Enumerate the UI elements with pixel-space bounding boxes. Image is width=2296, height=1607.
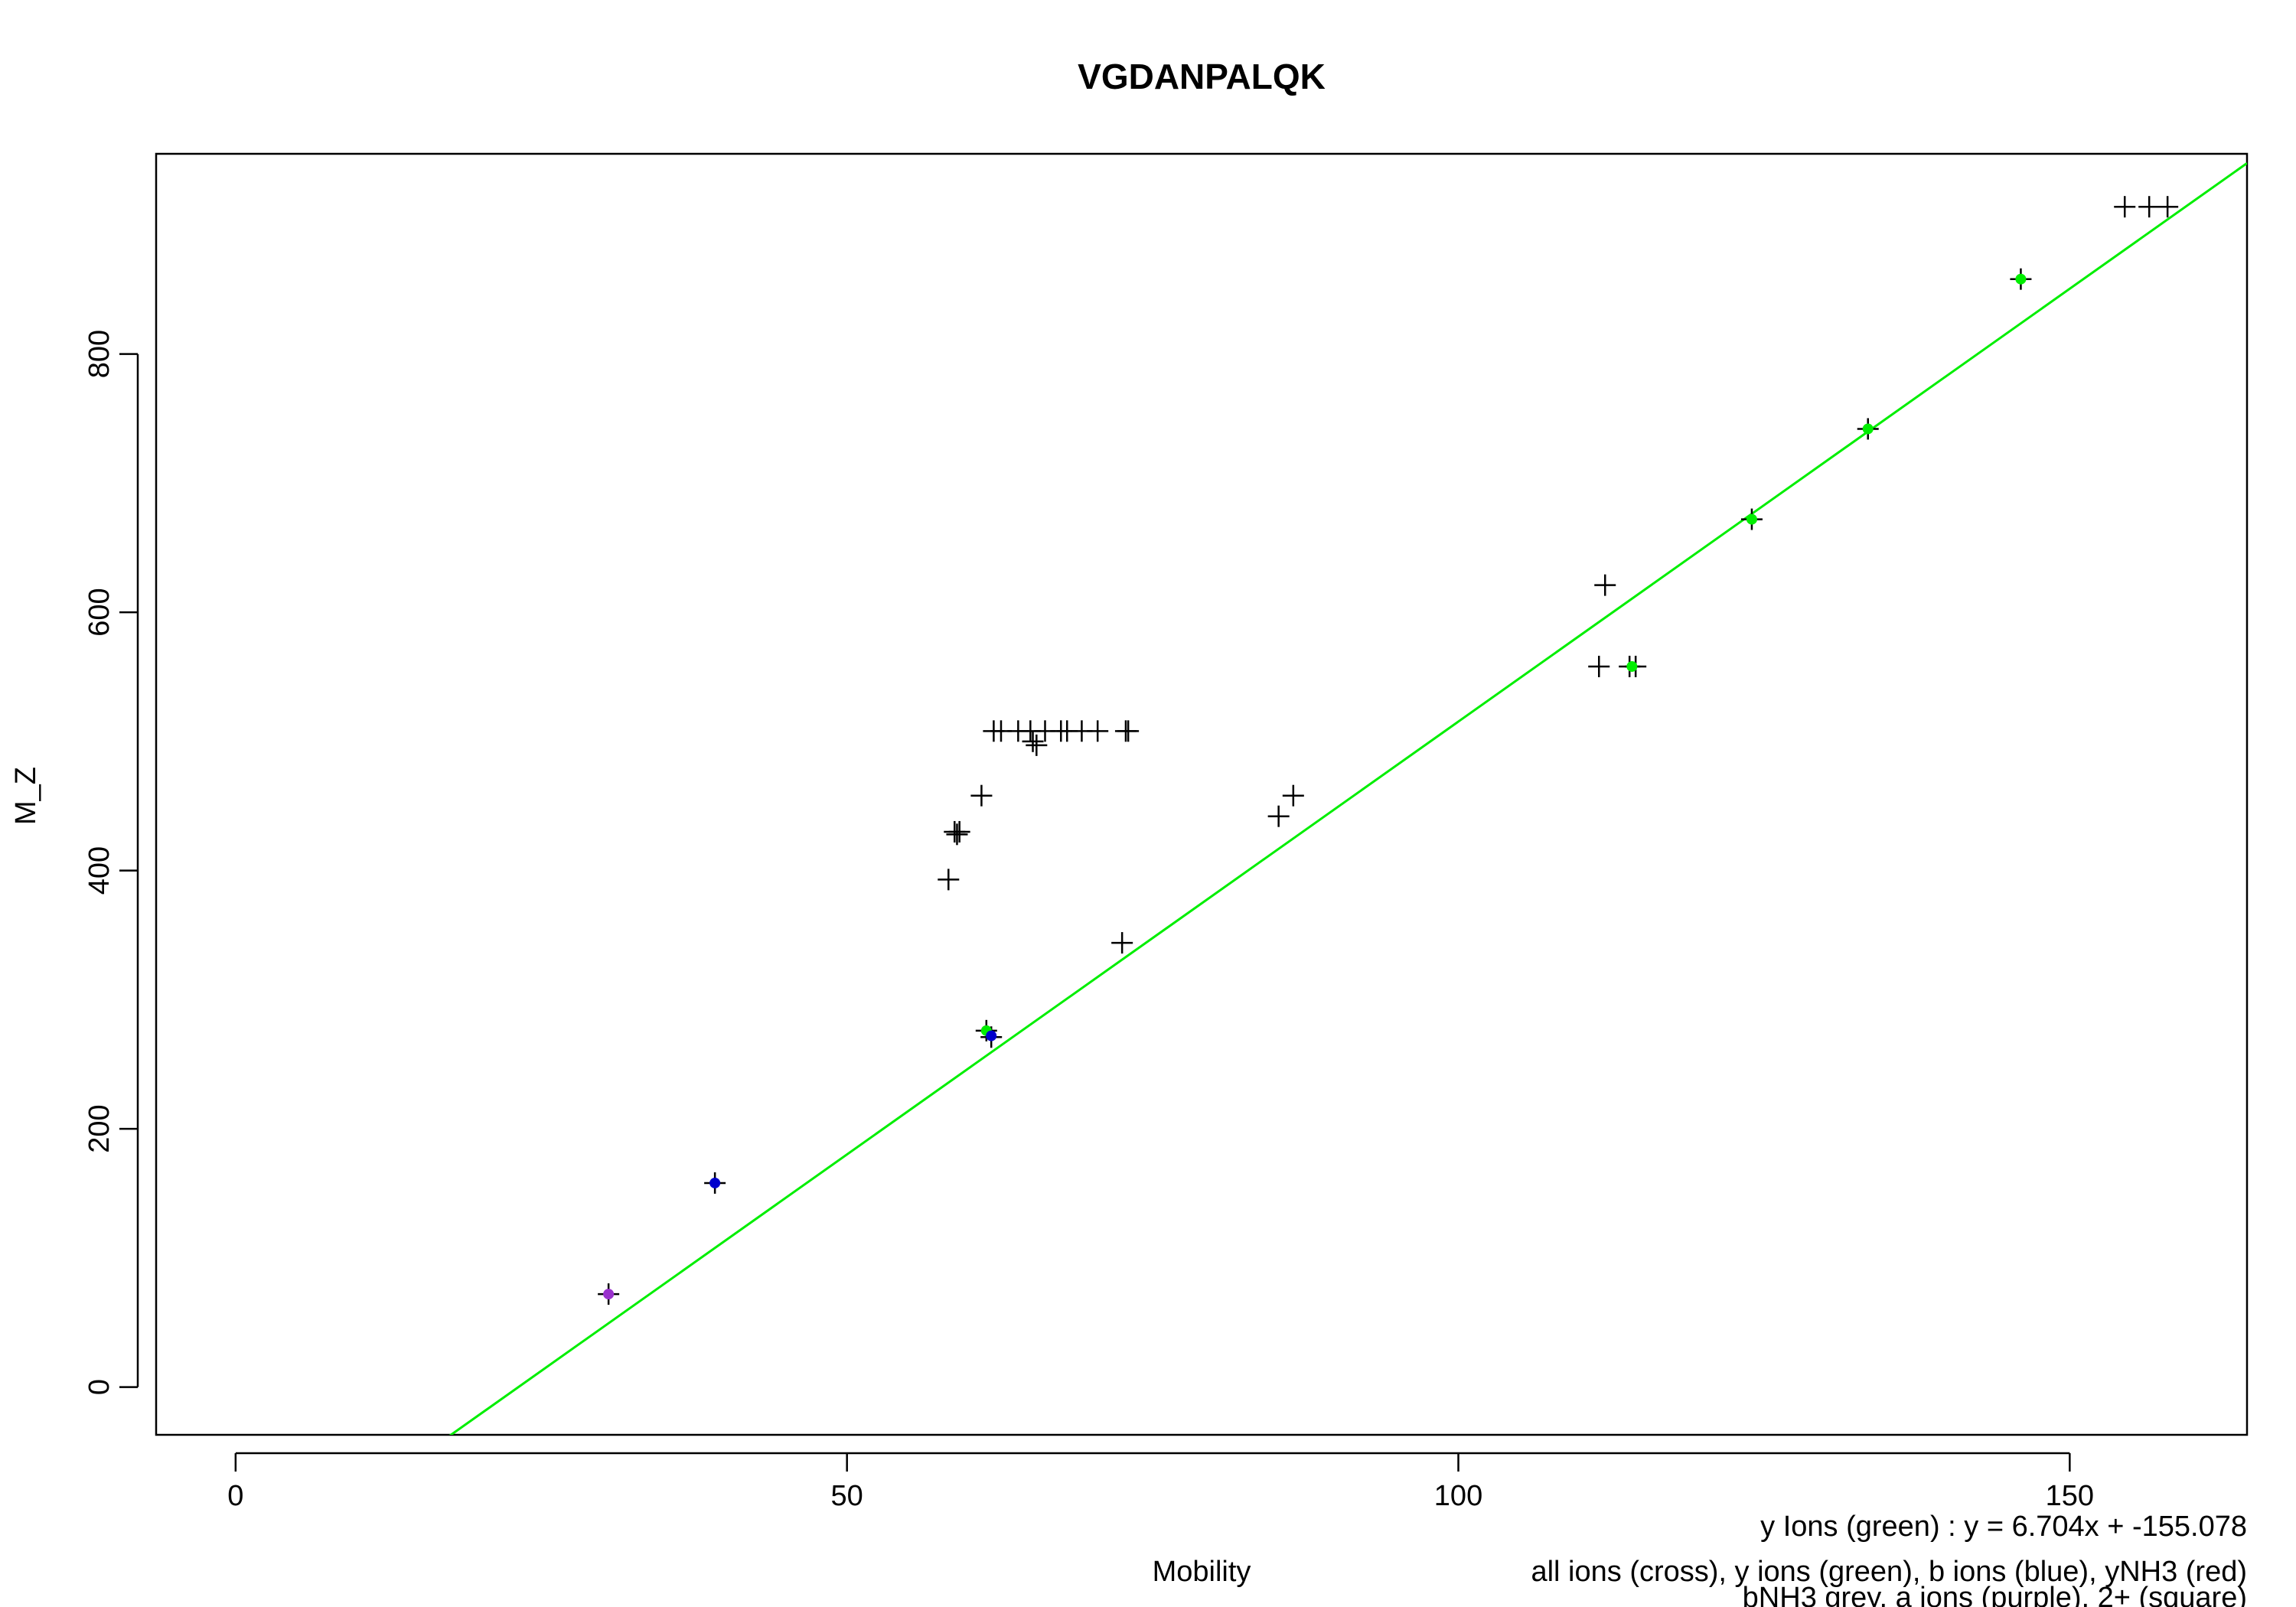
all-ions-points	[598, 196, 2179, 1305]
legend-line-1: all ions (cross), y ions (green), b ions…	[1531, 1556, 2247, 1588]
cross-point	[2114, 196, 2136, 218]
y-tick-label: 600	[83, 588, 116, 636]
fit-line	[448, 162, 2247, 1435]
cross-point	[970, 784, 993, 807]
cross-point	[946, 823, 968, 846]
y-tick-label: 0	[83, 1379, 116, 1395]
cross-point	[938, 869, 960, 891]
cross-point	[1588, 655, 1610, 677]
cross-point	[2138, 196, 2161, 218]
axes: 0 50 100 150 0 200 400 600 800	[83, 330, 2094, 1512]
fit-equation: y Ions (green) : y = 6.704x + -155.078	[1760, 1511, 2247, 1543]
chart-title: VGDANPALQK	[1078, 57, 1326, 96]
ion-point	[603, 1289, 615, 1300]
y-tick-label: 400	[83, 846, 116, 895]
cross-point	[1282, 784, 1304, 807]
cross-point	[1117, 720, 1140, 742]
plot-frame	[155, 152, 2249, 1436]
cross-point	[2157, 196, 2179, 218]
cross-point	[1111, 932, 1133, 954]
cross-point	[948, 820, 970, 843]
legend-line-2: bNH3 grey, a ions (purple), 2+ (square)	[1743, 1582, 2247, 1607]
x-tick-label: 150	[2046, 1480, 2094, 1512]
cross-point	[1087, 720, 1109, 742]
ion-point	[1862, 423, 1874, 435]
y-tick-label: 800	[83, 330, 116, 378]
x-tick-label: 50	[831, 1480, 863, 1512]
ion-point	[1746, 513, 1757, 525]
cross-point	[1267, 805, 1290, 827]
cross-point	[1026, 734, 1048, 756]
ion-point	[2015, 273, 2027, 285]
x-axis-label: Mobility	[1153, 1556, 1251, 1588]
cross-point	[1022, 730, 1044, 752]
ion-point	[986, 1030, 997, 1041]
y-axis-label: M_Z	[10, 767, 42, 825]
x-tick-label: 100	[1434, 1480, 1482, 1512]
x-tick-label: 0	[227, 1480, 243, 1512]
ion-point	[1626, 660, 1638, 672]
cross-point	[1594, 574, 1616, 596]
ion-point	[709, 1177, 721, 1188]
y-tick-label: 200	[83, 1104, 116, 1152]
colored-ion-points	[603, 273, 2027, 1300]
